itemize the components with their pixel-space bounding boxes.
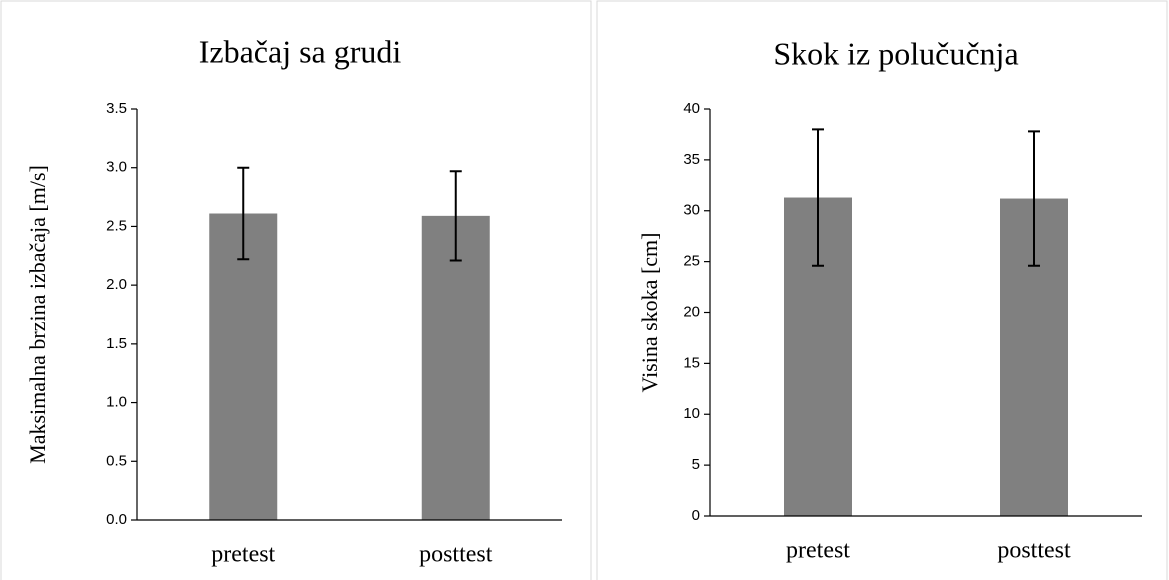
panel-border (0, 0, 592, 580)
chart-title: Izbačaj sa grudi (199, 33, 402, 69)
y-tick-label: 40 (683, 100, 700, 117)
bar (209, 213, 278, 521)
panel-border (596, 0, 1168, 580)
x-tick-label: pretest (211, 542, 275, 568)
y-axis-label: Visina skoka [cm] (637, 233, 662, 393)
y-tick-label: 2.5 (106, 217, 127, 234)
y-tick-label: 25 (683, 253, 700, 270)
error-bar (812, 128, 824, 267)
y-tick-label: 10 (683, 405, 700, 422)
bar (421, 215, 490, 521)
error-bar (1028, 130, 1040, 267)
y-tick-label: 15 (683, 354, 700, 371)
y-tick-label: 20 (683, 303, 700, 320)
y-tick-label: 3.0 (106, 159, 127, 176)
error-bar (449, 170, 462, 262)
x-tick-label: posttest (997, 538, 1071, 564)
chart-title: Skok iz polučučnja (773, 35, 1018, 71)
y-tick-label: 30 (683, 202, 700, 219)
x-tick-label: pretest (786, 538, 850, 564)
y-tick-label: 3.5 (106, 100, 127, 117)
error-bar (237, 166, 250, 261)
y-tick-label: 1.5 (106, 335, 127, 352)
y-tick-label: 2.0 (106, 276, 127, 293)
y-tick-label: 0.5 (106, 452, 127, 469)
y-tick-label: 0.0 (106, 511, 127, 528)
y-axis-label: Maksimalna brzina izbačaja [m/s] (25, 165, 50, 464)
y-tick-label: 5 (692, 456, 700, 473)
y-tick-label: 35 (683, 151, 700, 168)
y-tick-label: 0 (692, 507, 700, 524)
x-tick-label: posttest (419, 542, 493, 568)
y-tick-label: 1.0 (106, 394, 127, 411)
